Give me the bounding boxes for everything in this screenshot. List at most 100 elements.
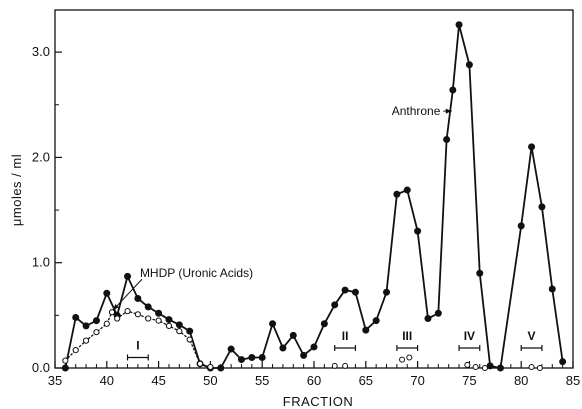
anthrone-point: [383, 288, 391, 296]
fraction-label: II: [342, 329, 349, 343]
isolated-point: [399, 356, 406, 363]
anthrone-point: [134, 295, 142, 303]
anthrone-point: [186, 327, 194, 335]
anthrone-point: [165, 316, 173, 324]
y-tick-label: 0.0: [32, 360, 50, 375]
isolated-point: [464, 361, 471, 368]
series-layer: [61, 21, 567, 372]
fraction-label: V: [528, 329, 536, 343]
mhdp-point: [165, 322, 173, 329]
x-tick-label: 50: [203, 373, 217, 388]
mhdp-point: [82, 337, 90, 344]
anthrone-point: [443, 136, 451, 144]
anthrone-point: [331, 301, 339, 309]
mhdp-point: [108, 309, 116, 316]
annotation-arrow: [112, 278, 143, 311]
isolated-point: [472, 363, 479, 370]
anthrone-point: [258, 353, 266, 361]
isolated-point: [331, 362, 338, 369]
anthrone-point: [227, 345, 235, 353]
x-tick-label: 65: [359, 373, 373, 388]
anthrone-point: [403, 186, 411, 194]
anthrone-point: [393, 190, 401, 198]
fraction-label: IV: [464, 329, 475, 343]
fraction-label: I: [136, 338, 139, 352]
anthrone-point: [414, 227, 422, 235]
y-tick-label: 2.0: [32, 149, 50, 164]
anthrone-point: [341, 286, 349, 294]
anthrone-point: [528, 143, 536, 151]
anthrone-point: [155, 309, 163, 317]
points-layer: [331, 354, 543, 371]
fraction-label: III: [402, 329, 412, 343]
y-axis: 0.0 1.0 2.0 3.0: [32, 44, 62, 375]
mhdp-point: [93, 329, 100, 336]
anthrone-point: [517, 222, 525, 230]
anthrone-point: [300, 351, 308, 359]
series-line-mhdp: [64, 310, 212, 368]
anthrone-point: [449, 86, 457, 94]
anthrone-point: [103, 289, 111, 297]
mhdp-point: [62, 357, 69, 364]
mhdp-point: [155, 317, 162, 324]
anthrone-point: [175, 321, 183, 329]
anthrone-point: [124, 272, 132, 280]
mhdp-point: [103, 320, 110, 327]
isolated-point: [536, 365, 543, 371]
isolated-point: [406, 354, 413, 361]
x-axis-title: FRACTION: [283, 394, 353, 409]
anthrone-point: [434, 309, 442, 317]
anthrone-point: [289, 331, 297, 339]
mhdp-label: MHDP (Uronic Acids): [140, 266, 253, 280]
anthrone-point: [496, 364, 504, 372]
x-tick-label: 40: [100, 373, 114, 388]
annotation-layer: Anthrone MHDP (Uronic Acids): [112, 104, 452, 311]
mhdp-point: [124, 308, 131, 315]
y-tick-label: 3.0: [32, 44, 50, 59]
anthrone-point: [538, 203, 546, 211]
anthrone-label: Anthrone: [392, 104, 441, 118]
mhdp-point: [114, 315, 121, 322]
isolated-point: [342, 362, 349, 369]
mhdp-point: [176, 328, 183, 335]
mhdp-point: [134, 311, 141, 318]
anthrone-point: [476, 269, 484, 277]
x-axis: 35 40 45 50 55 60 65 70 75 80 85: [48, 361, 580, 388]
arrow-head: [113, 304, 119, 311]
x-tick-label: 45: [151, 373, 165, 388]
anthrone-point: [61, 364, 69, 372]
plot-frame: [54, 9, 574, 369]
anthrone-point: [82, 322, 90, 330]
anthrone-point: [559, 358, 567, 366]
arrow-head: [445, 108, 452, 114]
anthrone-point: [351, 288, 359, 296]
mhdp-point: [186, 336, 193, 343]
anthrone-point: [362, 326, 370, 334]
anthrone-point: [248, 353, 256, 361]
x-tick-label: 60: [307, 373, 321, 388]
y-tick-label: 1.0: [32, 255, 50, 270]
anthrone-point: [72, 313, 80, 321]
x-tick-label: 70: [410, 373, 424, 388]
y-axis-title: μmoles / ml: [9, 154, 24, 226]
anthrone-point: [486, 362, 494, 370]
isolated-point: [481, 365, 488, 371]
fraction-labels: III III IV V: [126, 329, 543, 361]
anthrone-point: [424, 315, 432, 323]
anthrone-point: [548, 285, 556, 293]
anthrone-point: [92, 317, 100, 325]
anthrone-point: [269, 320, 277, 328]
mhdp-point: [145, 315, 152, 322]
anthrone-point: [217, 364, 225, 372]
isolated-point: [528, 363, 535, 370]
anthrone-point: [320, 320, 328, 328]
anthrone-point: [237, 356, 245, 364]
anthrone-point: [144, 303, 152, 311]
anthrone-point: [279, 344, 287, 352]
mhdp-point: [207, 363, 214, 371]
mhdp-point: [196, 360, 204, 367]
x-tick-label: 80: [514, 373, 528, 388]
anthrone-point: [310, 343, 318, 351]
x-tick-label: 75: [462, 373, 476, 388]
